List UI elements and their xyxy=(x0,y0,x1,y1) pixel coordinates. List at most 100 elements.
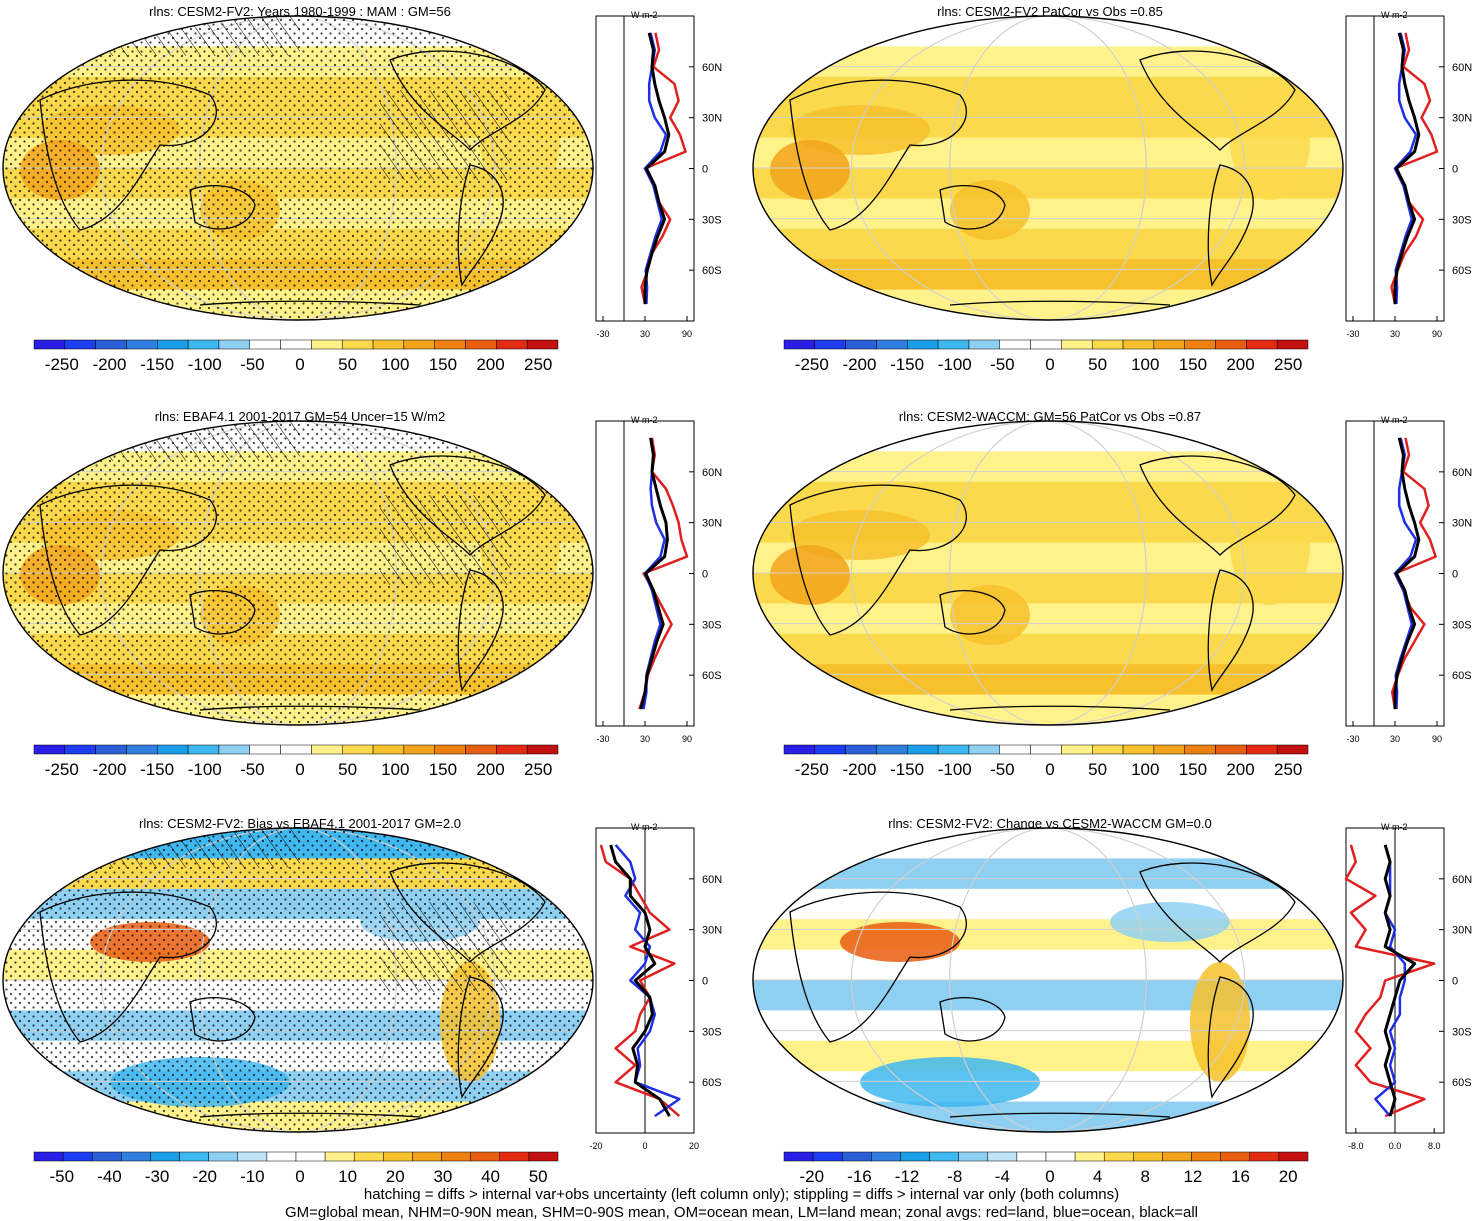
colorbar-box xyxy=(968,339,1001,350)
colorbar-label: 100 xyxy=(381,355,409,374)
colorbar-box xyxy=(1030,339,1062,350)
zonal-line-land xyxy=(638,437,689,710)
zonal-plot: -30 30 90 60N 30N 0 30S 60S W m-2 xyxy=(1345,415,1472,744)
map-band xyxy=(753,259,1343,291)
colorbar-label: -150 xyxy=(140,355,174,374)
map-field xyxy=(753,828,1343,1132)
map-band xyxy=(753,664,1343,696)
colorbar-label: -250 xyxy=(795,760,829,779)
panel-5: rlns: CESM2-FV2: Bias vs EBAF4.1 2001-20… xyxy=(0,812,733,1212)
map-title: rlns: CESM2-FV2: Bias vs EBAF4.1 2001-20… xyxy=(139,816,461,831)
colorbar-box xyxy=(1153,339,1185,350)
colorbar-box xyxy=(1278,1151,1309,1162)
colorbar-box xyxy=(526,339,559,350)
map-title: rlns: EBAF4.1 2001-2017 GM=54 Uncer=15 W… xyxy=(154,409,446,424)
colorbar-box xyxy=(1061,339,1093,350)
colorbar-label: 100 xyxy=(1131,355,1159,374)
colorbar-box xyxy=(1061,744,1093,755)
colorbar-label: 50 xyxy=(338,760,357,779)
colorbar-box xyxy=(783,744,816,755)
coastline xyxy=(39,484,217,636)
graticule-line xyxy=(949,421,1147,725)
map-band xyxy=(753,1010,1343,1042)
colorbar-label: -200 xyxy=(842,760,876,779)
colorbar-box xyxy=(126,339,158,350)
x-tick-label: 30 xyxy=(1390,329,1400,339)
coastline xyxy=(457,569,504,692)
colorbar-box xyxy=(907,339,939,350)
map-anomaly xyxy=(860,1057,1040,1107)
colorbar-box xyxy=(1133,1151,1163,1162)
colorbar-label: 250 xyxy=(1274,760,1302,779)
panel-graphics: -20 -16 -12 -8 -4 0 4 8 12 16 20 -8.0 0.0 8.0 60N 30N 0 3… xyxy=(752,822,1472,1186)
colorbar-box xyxy=(937,744,970,755)
map-band xyxy=(753,888,1343,921)
zonal-plot: -30 30 90 60N 30N 0 30S 60S W m-2 xyxy=(595,10,722,339)
colorbar-box xyxy=(871,1151,901,1162)
footer-legend-line1: hatching = diffs > internal var+obs unce… xyxy=(363,1186,1120,1203)
colorbar-box xyxy=(1220,1151,1251,1162)
colorbar-box xyxy=(353,1151,384,1162)
unit-label: W m-2 xyxy=(1381,822,1408,832)
coastline xyxy=(457,976,504,1099)
unit-label: W m-2 xyxy=(631,822,658,832)
colorbar-box xyxy=(341,744,374,755)
colorbar-box xyxy=(187,744,220,755)
colorbar-box xyxy=(434,339,466,350)
coastline xyxy=(1207,164,1254,287)
colorbar-box xyxy=(1016,1151,1047,1162)
colorbar-box xyxy=(1276,339,1309,350)
map-band xyxy=(753,1101,1343,1132)
colorbar-box xyxy=(218,744,251,755)
graticule-line xyxy=(850,16,1246,320)
colorbar-box xyxy=(157,339,189,350)
coastline xyxy=(199,300,421,306)
colorbar-label: -20 xyxy=(800,1167,825,1186)
colorbar-box xyxy=(150,1151,180,1162)
lat-tick-label: 30S xyxy=(702,1026,722,1038)
map-anomaly xyxy=(840,922,960,962)
colorbar-label: 0 xyxy=(295,760,304,779)
colorbar-label: 50 xyxy=(529,1167,548,1186)
colorbar-box xyxy=(528,1151,559,1162)
colorbar-label: -250 xyxy=(795,355,829,374)
colorbar-label: -150 xyxy=(140,760,174,779)
colorbar-box xyxy=(1184,339,1216,350)
colorbar-box xyxy=(179,1151,209,1162)
zonal-line-land xyxy=(599,844,681,1118)
colorbar-box xyxy=(1153,744,1185,755)
colorbar-box xyxy=(1122,744,1155,755)
colorbar-box xyxy=(126,744,158,755)
colorbar-label: 150 xyxy=(429,760,457,779)
colorbar-box xyxy=(907,744,939,755)
colorbar-label: 250 xyxy=(1274,355,1302,374)
graticule-line xyxy=(949,828,1147,1132)
lat-tick-label: 60N xyxy=(1452,62,1472,74)
x-tick-label: -30 xyxy=(596,734,609,744)
unit-label: W m-2 xyxy=(1381,415,1408,425)
colorbar-box xyxy=(64,339,96,350)
colorbar-label: -12 xyxy=(895,1167,920,1186)
colorbar-box xyxy=(968,744,1001,755)
zonal-line-all xyxy=(1393,437,1421,710)
lat-tick-label: 60S xyxy=(1452,670,1472,682)
map-band xyxy=(753,228,1343,261)
colorbar-box xyxy=(95,744,127,755)
graticule-line xyxy=(850,828,1246,1132)
colorbar-box xyxy=(208,1151,239,1162)
lat-tick-label: 30N xyxy=(1452,113,1472,125)
hatching xyxy=(380,902,510,992)
colorbar-label: 200 xyxy=(1226,355,1254,374)
colorbar-label: 0 xyxy=(1045,1167,1054,1186)
colorbar-box xyxy=(1074,1151,1105,1162)
lat-tick-label: 30S xyxy=(1452,619,1472,631)
colorbar-label: 0 xyxy=(1045,355,1054,374)
map-field xyxy=(753,421,1343,725)
map-border xyxy=(2,15,594,321)
map-band xyxy=(753,603,1343,635)
colorbar-box xyxy=(280,744,312,755)
zonal-line-all xyxy=(643,32,671,305)
zonal-plot: -30 30 90 60N 30N 0 30S 60S W m-2 xyxy=(1345,10,1472,339)
map-field xyxy=(3,16,593,320)
lat-tick-label: 30S xyxy=(1452,1026,1472,1038)
